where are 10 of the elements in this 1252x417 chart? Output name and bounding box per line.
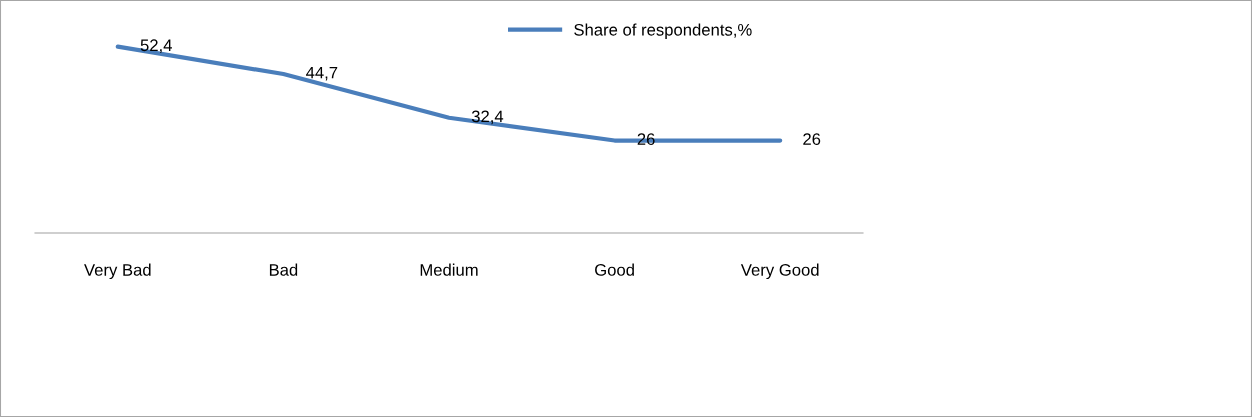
data-label: 44,7 bbox=[306, 66, 338, 81]
data-label: 52,4 bbox=[140, 39, 172, 54]
data-label: 32,4 bbox=[471, 110, 504, 125]
x-tick-label: Very Bad bbox=[84, 263, 151, 280]
legend-label: Share of respondents,% bbox=[574, 23, 752, 39]
x-tick-label: Very Good bbox=[740, 263, 819, 280]
data-label: 26 bbox=[803, 133, 821, 146]
x-tick-label: Medium bbox=[420, 263, 478, 276]
x-tick-label: Bad bbox=[269, 263, 298, 276]
x-tick-label: Good bbox=[595, 263, 634, 276]
